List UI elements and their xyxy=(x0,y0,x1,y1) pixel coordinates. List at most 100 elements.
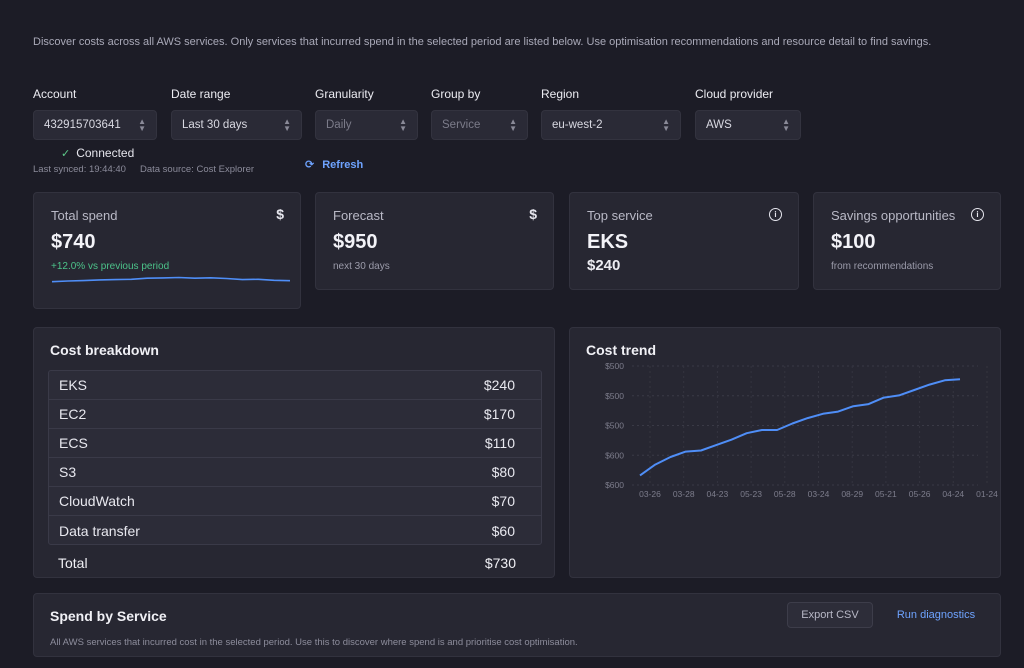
top-service-title: Top service xyxy=(587,208,653,223)
account-label: Account xyxy=(33,87,77,101)
cost-breakdown-panel: Cost breakdown EKS $240 EC2 $170 ECS $11… xyxy=(33,327,555,578)
service-cost: $80 xyxy=(491,464,515,480)
savings-sub: from recommendations xyxy=(831,261,934,272)
dollar-icon: $ xyxy=(529,206,537,222)
date-range-select[interactable]: Last 30 days ▲ ▼ xyxy=(171,110,302,140)
data-source: Data source: Cost Explorer xyxy=(139,164,255,175)
date-range-filter: Date range Last 30 days ▲ ▼ xyxy=(171,87,302,140)
total-row: Total $730 xyxy=(58,555,516,571)
savings-title: Savings opportunities xyxy=(831,208,956,223)
cloud-provider-label: Cloud provider xyxy=(695,87,774,101)
info-icon: i xyxy=(769,208,782,221)
total-spend-title: Total spend xyxy=(51,208,118,223)
total-label: Total xyxy=(58,555,88,571)
account-select[interactable]: 432915703641 ▲ ▼ xyxy=(33,110,157,140)
granularity-filter: Granularity Daily ▲ ▼ xyxy=(315,87,418,140)
region-select[interactable]: eu-west-2 ▲ ▼ xyxy=(541,110,681,140)
granularity-label: Granularity xyxy=(315,87,374,101)
table-row[interactable]: Data transfer $60 xyxy=(49,516,541,545)
y-tick-label: $500 xyxy=(605,391,624,401)
updown-icon: ▲ ▼ xyxy=(138,117,146,133)
last-synced: Last synced: 19:44:40 xyxy=(33,164,126,175)
cost-trend-chart: $500 $500 $500 $600 $600 03-26 03-28 04-23 05-23… xyxy=(605,362,998,499)
refresh-button[interactable]: ⟳ Refresh xyxy=(305,158,364,172)
spend-by-service-description: All AWS services that incurred cost in t… xyxy=(50,637,578,648)
table-row[interactable]: CloudWatch $70 xyxy=(49,487,541,516)
cloud-provider-filter: Cloud provider AWS ▲ ▼ xyxy=(695,87,801,140)
x-tick-label: 04-23 xyxy=(707,489,729,499)
account-value: 432915703641 xyxy=(44,119,121,131)
service-cost: $60 xyxy=(491,522,515,539)
date-range-value: Last 30 days xyxy=(182,119,248,131)
cloud-provider-value: AWS xyxy=(706,119,732,131)
y-tick-label: $600 xyxy=(605,450,624,460)
x-tick-label: 05-23 xyxy=(740,489,762,499)
group-by-filter: Group by Service ▲ ▼ xyxy=(431,87,528,140)
updown-icon: ▲ ▼ xyxy=(662,117,670,133)
updown-icon: ▲ ▼ xyxy=(509,117,517,133)
service-cost: $70 xyxy=(491,493,515,509)
updown-icon: ▲ ▼ xyxy=(399,117,407,133)
refresh-label: Refresh xyxy=(322,158,364,171)
granularity-value: Daily xyxy=(326,119,352,131)
run-diagnostics-button[interactable]: Run diagnostics xyxy=(896,609,976,621)
cost-breakdown-title: Cost breakdown xyxy=(50,342,159,358)
cost-breakdown-table: EKS $240 EC2 $170 ECS $110 S3 $80 CloudW… xyxy=(48,370,542,545)
connection-status: ✓ Connected Last synced: 19:44:40 Data s… xyxy=(33,146,254,175)
service-name: EC2 xyxy=(59,406,87,422)
y-tick-label: $500 xyxy=(605,362,624,371)
x-tick-label: 05-28 xyxy=(774,489,796,499)
check-icon: ✓ xyxy=(61,147,71,160)
table-row[interactable]: EKS $240 xyxy=(49,371,541,400)
service-cost: $170 xyxy=(483,406,515,422)
service-name: ECS xyxy=(59,435,88,451)
total-spend-sparkline xyxy=(51,276,291,283)
table-row[interactable]: ECS $110 xyxy=(49,429,541,458)
info-icon: i xyxy=(971,208,984,221)
spend-by-service-panel: Spend by Service All AWS services that i… xyxy=(33,593,1001,657)
top-service-amount: $240 xyxy=(587,257,621,274)
region-value: eu-west-2 xyxy=(552,119,603,131)
group-by-select[interactable]: Service ▲ ▼ xyxy=(431,110,528,140)
savings-card: Savings opportunities i $100 from recomm… xyxy=(813,192,1001,290)
connected-label: Connected xyxy=(76,146,135,160)
service-name: S3 xyxy=(59,464,77,480)
x-tick-label: 03-28 xyxy=(673,489,695,499)
forecast-title: Forecast xyxy=(333,208,384,223)
account-filter: Account 432915703641 ▲ ▼ xyxy=(33,87,157,140)
table-row[interactable]: EC2 $170 xyxy=(49,400,541,429)
granularity-select[interactable]: Daily ▲ ▼ xyxy=(315,110,418,140)
table-row[interactable]: S3 $80 xyxy=(49,458,541,487)
total-spend-value: $740 xyxy=(51,231,96,253)
y-tick-label: $600 xyxy=(605,480,624,490)
sparkline-line xyxy=(51,276,291,283)
spend-by-service-title: Spend by Service xyxy=(50,608,167,624)
total-spend-change: +12.0% vs previous period xyxy=(51,261,170,272)
cloud-provider-select[interactable]: AWS ▲ ▼ xyxy=(695,110,801,140)
export-csv-button[interactable]: Export CSV xyxy=(787,602,873,628)
cost-trend-title: Cost trend xyxy=(586,342,656,358)
page-intro: Discover costs across all AWS services. … xyxy=(33,36,932,48)
cost-trend-panel: Cost trend $500 $500 $500 $600 $600 03-26 03-2… xyxy=(569,327,1001,578)
dollar-icon: $ xyxy=(276,206,284,222)
cost-trend-line xyxy=(639,378,961,477)
x-tick-label: 01-24 xyxy=(976,489,998,499)
top-service-value: EKS xyxy=(587,231,629,253)
savings-value: $100 xyxy=(831,231,876,253)
x-tick-label: 05-21 xyxy=(875,489,897,499)
x-tick-label: 08-29 xyxy=(841,489,863,499)
total-spend-card: Total spend $ $740 +12.0% vs previous pe… xyxy=(33,192,301,309)
x-tick-label: 03-26 xyxy=(639,489,661,499)
service-name: Data transfer xyxy=(59,522,140,539)
x-tick-label: 05-26 xyxy=(909,489,931,499)
y-tick-label: $500 xyxy=(605,421,624,431)
updown-icon: ▲ ▼ xyxy=(782,117,790,133)
service-cost: $110 xyxy=(484,435,515,451)
x-tick-label: 03-24 xyxy=(808,489,830,499)
group-by-label: Group by xyxy=(431,87,481,101)
total-value: $730 xyxy=(484,555,516,571)
region-filter: Region eu-west-2 ▲ ▼ xyxy=(541,87,681,140)
region-label: Region xyxy=(541,87,580,101)
refresh-icon: ⟳ xyxy=(305,159,315,171)
top-service-card: Top service i EKS $240 xyxy=(569,192,799,290)
